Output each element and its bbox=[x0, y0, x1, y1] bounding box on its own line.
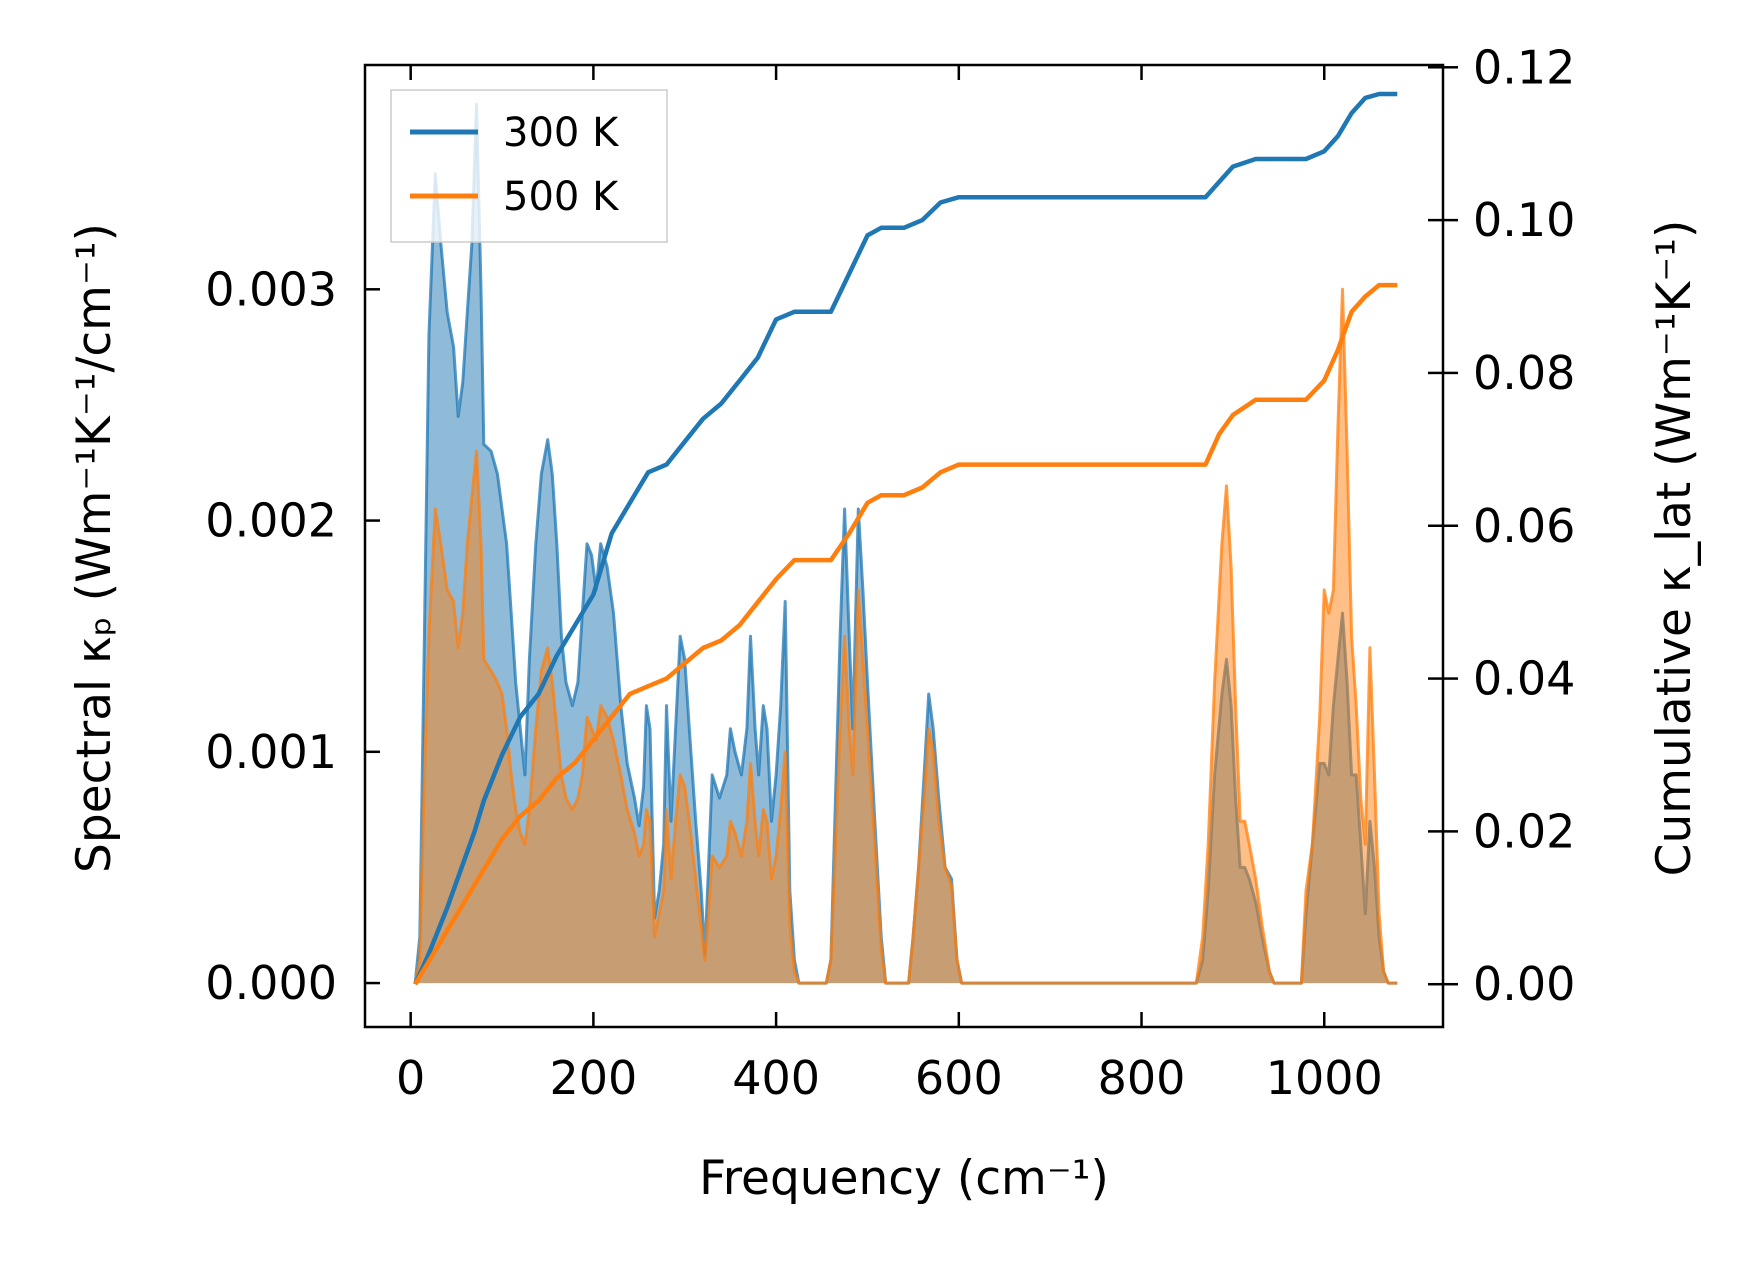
cumulative-line-300k bbox=[413, 91, 1398, 986]
plot-frame bbox=[363, 63, 1445, 1029]
x-tick-label: 1000 bbox=[1266, 1051, 1383, 1105]
y-right-tick-label: 0.10 bbox=[1473, 193, 1575, 247]
y-axis-left-label: Spectral κₚ (Wm⁻¹K⁻¹/cm⁻¹) bbox=[67, 223, 122, 873]
y-left-tick-label: 0.003 bbox=[205, 262, 337, 316]
cumulative-lines bbox=[413, 91, 1398, 986]
x-tick-label: 400 bbox=[732, 1051, 820, 1105]
legend-label-300k: 300 K bbox=[503, 110, 620, 156]
y-right-tick-label: 0.00 bbox=[1473, 957, 1575, 1011]
cumulative-line-500k bbox=[413, 282, 1398, 986]
axes-frame bbox=[363, 63, 1445, 1029]
x-tick-label: 600 bbox=[915, 1051, 1003, 1105]
y-left-tick-label: 0.002 bbox=[205, 494, 337, 548]
legend: 300 K 500 K bbox=[390, 89, 668, 243]
spectral-line-500k bbox=[413, 287, 1398, 985]
x-tick-label: 800 bbox=[1098, 1051, 1186, 1105]
spectral-areas bbox=[413, 102, 1398, 985]
y-right-tick-label: 0.08 bbox=[1473, 346, 1575, 400]
axis-ticks: 0 200 400 600 800 1000 0.000 0.001 0.002 0.003 0.0… bbox=[205, 40, 1575, 1105]
x-axis-label: Frequency (cm⁻¹) bbox=[699, 1151, 1109, 1206]
spectral-area-500k bbox=[415, 289, 1398, 984]
legend-box bbox=[390, 89, 668, 243]
y-right-tick-label: 0.12 bbox=[1473, 40, 1575, 94]
y-left-tick-label: 0.000 bbox=[205, 956, 337, 1010]
y-right-tick-label: 0.06 bbox=[1473, 499, 1575, 553]
y-left-tick-label: 0.001 bbox=[205, 725, 337, 779]
y-right-tick-label: 0.02 bbox=[1473, 804, 1575, 858]
x-tick-label: 200 bbox=[549, 1051, 637, 1105]
y-axis-right-label: Cumulative κ_lat (Wm⁻¹K⁻¹) bbox=[1647, 220, 1702, 877]
x-tick-label: 0 bbox=[396, 1051, 425, 1105]
y-right-tick-label: 0.04 bbox=[1473, 652, 1575, 706]
legend-label-500k: 500 K bbox=[503, 174, 620, 220]
